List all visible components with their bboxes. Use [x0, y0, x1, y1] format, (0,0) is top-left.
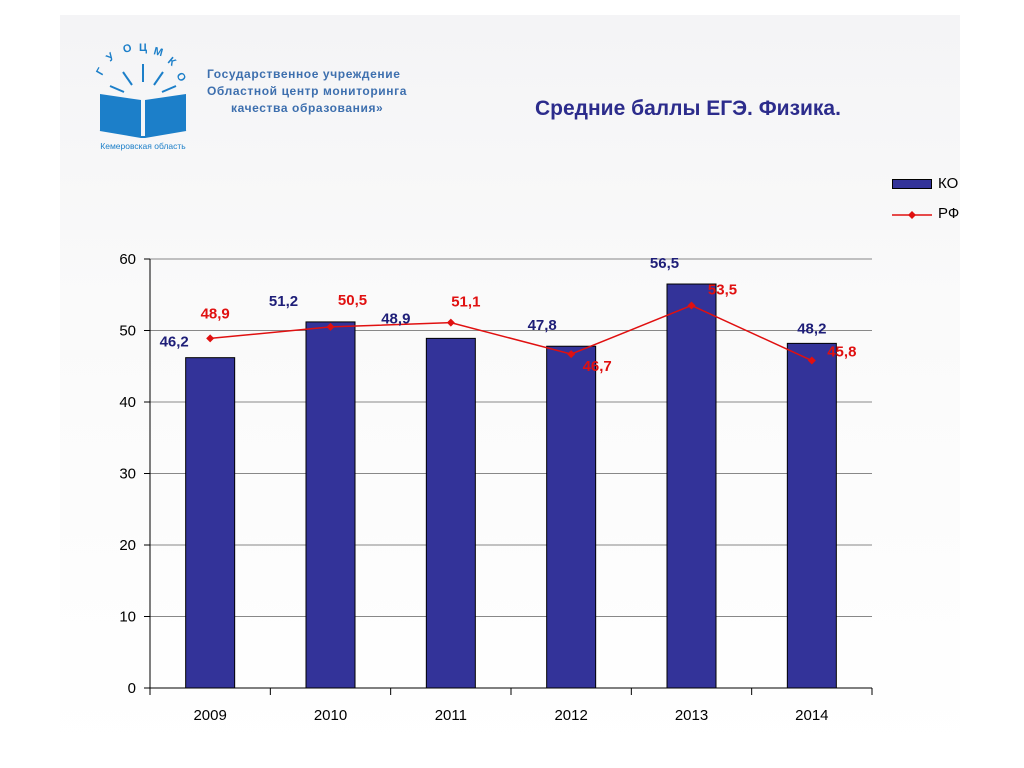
svg-text:О: О — [122, 42, 134, 56]
y-tick-label: 20 — [119, 537, 136, 554]
legend-label-ko: КО — [938, 175, 959, 192]
org-line-1: Государственное учреждение — [207, 67, 401, 81]
point-rf — [807, 356, 816, 365]
point-rf — [446, 318, 455, 327]
logo-icon: Г У О Ц М К О — [94, 42, 188, 138]
bar-ko — [666, 283, 717, 689]
logo-region-text: Кемеровская область — [100, 141, 186, 151]
x-tick-label: 2014 — [795, 707, 828, 724]
legend-item-rf: РФ — [892, 205, 982, 225]
y-tick-label: 0 — [128, 680, 136, 697]
legend-bar-swatch — [892, 179, 932, 189]
svg-text:Ц: Ц — [139, 42, 147, 54]
bar-ko — [546, 345, 597, 689]
legend-item-ko: КО — [892, 175, 982, 195]
x-tick-label: 2011 — [435, 707, 467, 724]
y-tick-label: 50 — [119, 323, 136, 340]
x-tick-label: 2013 — [675, 707, 708, 724]
chart-legend: КО РФ — [892, 175, 982, 235]
bar-ko — [786, 342, 837, 689]
data-label-rf: 45,8 — [827, 344, 856, 361]
data-label-ko: 56,5 — [650, 255, 679, 272]
svg-text:М: М — [152, 45, 164, 59]
data-label-rf: 51,1 — [451, 294, 480, 311]
x-tick-label: 2010 — [314, 707, 347, 724]
data-label-rf: 46,7 — [583, 358, 612, 375]
y-tick-label: 40 — [119, 394, 136, 411]
org-line-3: качества образования» — [231, 101, 384, 115]
bar-ko — [305, 321, 356, 689]
data-label-ko: 48,9 — [381, 310, 410, 327]
data-label-rf: 50,5 — [338, 292, 367, 309]
point-rf — [567, 350, 576, 359]
bar-ko — [425, 337, 476, 689]
x-tick-label: 2012 — [554, 707, 587, 724]
legend-label-rf: РФ — [938, 205, 960, 222]
org-line-2: Областной центр мониторинга — [207, 84, 407, 98]
y-tick-label: 30 — [119, 466, 136, 483]
data-label-rf: 48,9 — [201, 305, 230, 322]
line-rf — [210, 304, 813, 362]
point-rf — [206, 334, 215, 343]
organization-name: Государственное учреждение Областной цен… — [207, 66, 407, 117]
chart-title: Средние баллы ЕГЭ. Физика. — [535, 97, 841, 120]
bar-ko — [185, 357, 236, 689]
data-label-ko: 46,2 — [160, 334, 189, 351]
x-tick-label: 2009 — [193, 707, 226, 724]
y-tick-label: 60 — [119, 251, 136, 268]
data-label-ko: 47,8 — [528, 317, 557, 334]
point-rf — [326, 322, 335, 331]
data-label-ko: 51,2 — [269, 293, 298, 310]
y-tick-label: 10 — [119, 609, 136, 626]
point-rf — [687, 301, 696, 310]
legend-line-swatch — [892, 211, 932, 219]
data-label-rf: 53,5 — [708, 281, 737, 298]
data-label-ko: 48,2 — [797, 320, 826, 337]
